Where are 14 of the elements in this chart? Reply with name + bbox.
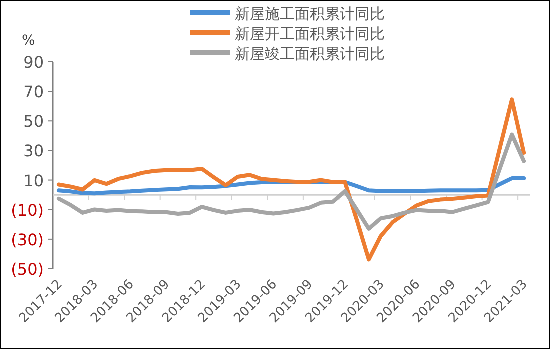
y-tick-label: 30 [24,142,44,161]
line-series [56,132,526,231]
y-tick-label: 50 [24,112,44,132]
y-tick-label: (50) [11,260,44,279]
y-tick-label: (10) [11,200,44,220]
legend-label: 新屋施工面积累计同比 [235,5,385,23]
legend-label: 新屋竣工面积累计同比 [235,45,385,63]
y-tick-label: 70 [24,82,44,102]
y-tick-label: 10 [24,171,44,190]
y-tick-label: (30) [11,230,44,250]
y-axis-title: % [22,33,36,49]
legend-label: 新屋开工面积累计同比 [235,25,385,43]
y-tick-label: 90 [24,53,44,72]
line-series [56,98,526,262]
